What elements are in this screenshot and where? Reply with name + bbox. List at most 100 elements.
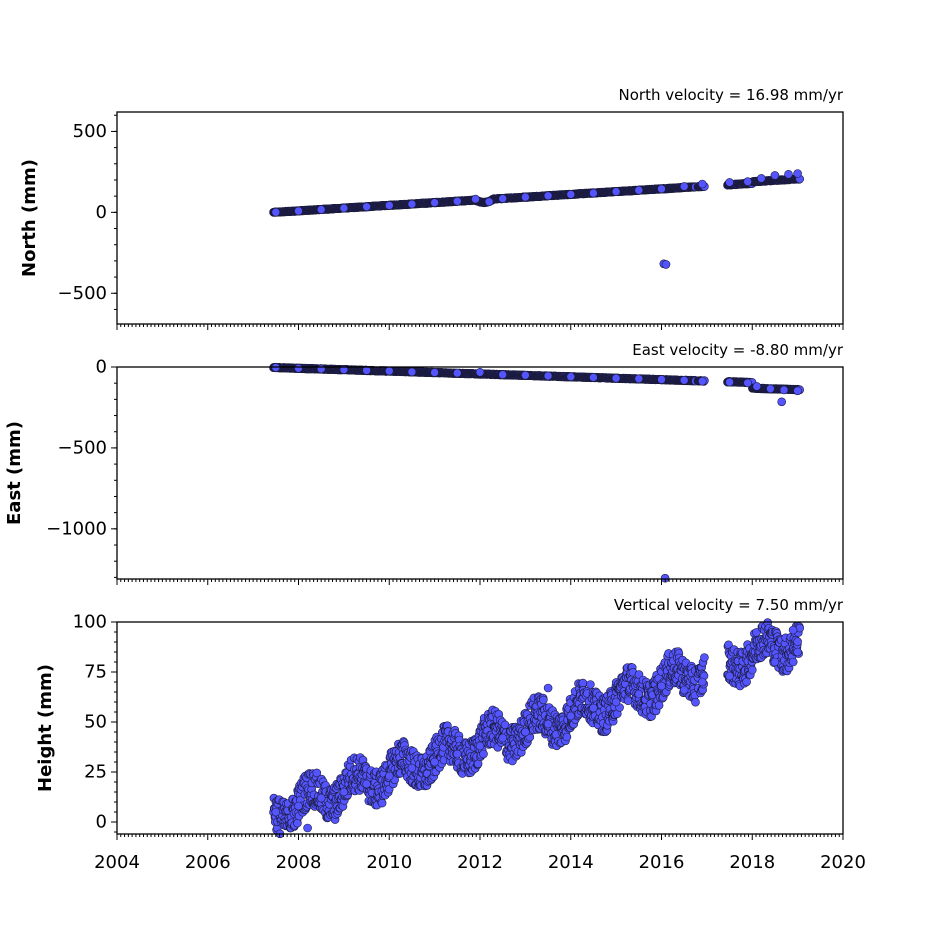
data-point	[362, 779, 371, 789]
data-point	[657, 375, 666, 384]
data-point	[788, 657, 798, 667]
data-point	[339, 203, 349, 213]
y-tick-label: 0	[96, 202, 107, 223]
data-point	[743, 177, 753, 186]
panel-title: North velocity = 16.98 mm/yr	[619, 86, 844, 104]
data-point	[700, 653, 709, 662]
data-point	[452, 197, 462, 206]
data-point	[634, 689, 644, 699]
data-point	[521, 192, 530, 202]
data-point	[766, 384, 775, 394]
data-point	[473, 759, 483, 769]
data-point	[479, 749, 488, 759]
data-point	[475, 741, 485, 751]
y-tick-label: 75	[84, 662, 107, 683]
data-point	[697, 179, 707, 189]
data-point	[498, 733, 508, 743]
panel-title: Vertical velocity = 7.50 mm/yr	[614, 596, 844, 614]
data-point	[303, 823, 312, 833]
data-point	[793, 386, 802, 396]
data-point	[543, 371, 553, 381]
data-point	[770, 171, 780, 180]
data-point	[725, 377, 734, 387]
data-point	[294, 363, 303, 373]
plot-frame	[116, 111, 844, 325]
data-point	[543, 719, 553, 729]
panel-1: East velocity = -8.80 mm/yr East (mm) 0 −50…	[4, 341, 844, 585]
data-point	[498, 194, 508, 203]
y-tick-label: −500	[58, 437, 107, 458]
data-point	[661, 260, 671, 269]
data-point	[784, 170, 793, 179]
data-point	[586, 680, 595, 689]
data-point	[657, 681, 666, 691]
y-axis-label: North (mm)	[19, 159, 40, 277]
data-point	[471, 194, 480, 204]
data-point	[484, 197, 494, 207]
panel-2: Vertical velocity = 7.50 mm/yr Height (mm…	[35, 596, 866, 873]
y-tick-label: 50	[84, 712, 107, 733]
data-point	[589, 703, 598, 713]
data-point	[679, 182, 689, 191]
data-point	[562, 732, 572, 742]
y-tick-label: 500	[73, 121, 107, 142]
data-point	[543, 683, 553, 693]
data-point	[362, 202, 371, 212]
data-point	[316, 364, 326, 374]
data-point	[589, 373, 598, 382]
data-point	[498, 370, 508, 379]
data-point	[316, 205, 326, 214]
data-point	[384, 771, 394, 781]
panel-title: East velocity = -8.80 mm/yr	[632, 341, 844, 359]
data-point	[725, 178, 734, 187]
data-points	[269, 618, 805, 839]
data-point	[566, 190, 576, 199]
y-tick-label: 25	[84, 762, 107, 783]
data-point	[475, 367, 485, 377]
data-point	[793, 637, 802, 646]
data-point	[271, 207, 281, 217]
data-point	[430, 757, 439, 767]
y-tick-label: −500	[58, 283, 107, 304]
data-point	[566, 711, 576, 721]
data-point	[452, 368, 462, 378]
data-point	[697, 376, 707, 386]
y-tick-label: 0	[96, 812, 107, 833]
data-point	[407, 367, 417, 377]
data-point	[539, 695, 548, 705]
y-axis-label: Height (mm)	[35, 664, 56, 792]
data-point	[294, 801, 303, 811]
data-point	[521, 727, 530, 737]
panel-0: North velocity = 16.98 mm/yr North (mm) 50…	[19, 86, 844, 330]
data-point	[566, 372, 576, 382]
y-tick-label: 100	[73, 612, 107, 633]
data-point	[634, 374, 644, 384]
data-point	[271, 807, 281, 817]
data-point	[452, 749, 462, 759]
data-point	[294, 206, 303, 216]
data-point	[407, 763, 417, 773]
y-tick-label: 0	[96, 357, 107, 378]
data-point	[589, 188, 598, 198]
data-point	[793, 647, 802, 657]
data-point	[634, 185, 644, 195]
data-point	[384, 201, 394, 210]
data-point	[747, 665, 757, 675]
data-point	[521, 370, 530, 380]
data-points	[269, 362, 805, 583]
data-point	[657, 184, 666, 194]
data-point	[543, 191, 553, 201]
data-point	[756, 174, 766, 183]
data-point	[611, 697, 621, 707]
data-point	[770, 657, 780, 667]
data-point	[793, 169, 802, 178]
data-point	[743, 378, 753, 388]
data-point	[679, 685, 689, 695]
data-point	[725, 671, 734, 681]
data-point	[611, 373, 621, 383]
data-point	[578, 678, 588, 688]
data-point	[430, 198, 439, 207]
data-point	[777, 397, 787, 407]
y-axis-label: East (mm)	[4, 421, 25, 525]
